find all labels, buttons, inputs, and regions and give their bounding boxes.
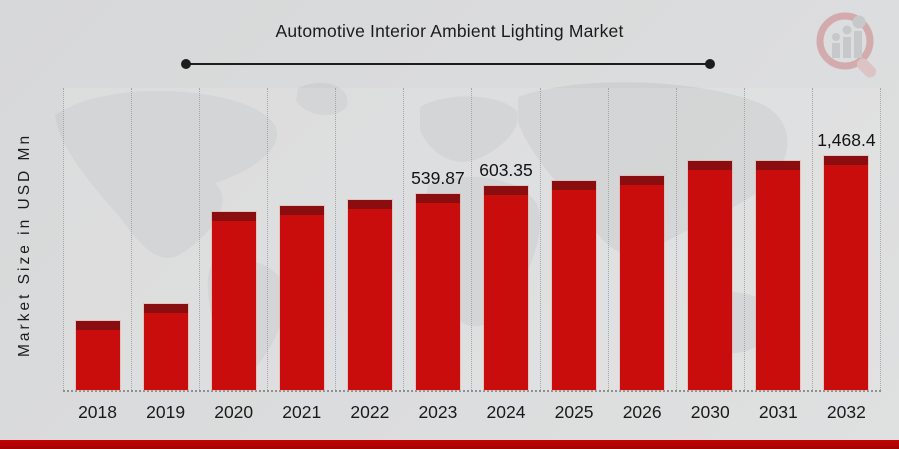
bar-value-label: 1,468.4	[817, 130, 876, 150]
bar-cap	[824, 156, 869, 165]
bar-value-label: 603.35	[479, 160, 533, 180]
chart-column-2018: 2018	[63, 88, 131, 422]
chart-column-2019: 2019	[131, 88, 199, 422]
bar-cap	[415, 194, 460, 203]
x-axis-label: 2031	[758, 402, 798, 422]
chart-column-2020: 2020	[199, 88, 267, 422]
bar-cap	[75, 321, 120, 330]
chart-column-2032: 1,468.4 2032	[811, 88, 881, 422]
bar-2019	[143, 304, 188, 390]
bar-2031	[756, 161, 801, 390]
bar-2030	[688, 161, 733, 390]
plot-area: 2018 2019 2020 2021 2022 539.87 2023 603.35 2024…	[63, 88, 881, 422]
bar-2022	[347, 200, 392, 390]
bar-2032	[824, 156, 869, 390]
x-axis-label: 2019	[146, 402, 186, 422]
bar-cap	[552, 181, 597, 190]
footer-red-band	[0, 440, 899, 449]
x-axis-label: 2020	[214, 402, 254, 422]
x-axis-label: 2023	[418, 402, 458, 422]
x-axis-label: 2025	[554, 402, 594, 422]
bar-value-label: 539.87	[411, 168, 465, 188]
y-axis-label: Market Size in USD Mn	[16, 132, 33, 358]
bar-cap	[279, 206, 324, 215]
x-axis-label: 2026	[622, 402, 662, 422]
x-axis-label: 2018	[78, 402, 117, 422]
bar-cap	[756, 161, 801, 170]
chart-column-2022: 2022	[335, 88, 403, 422]
chart-column-2023: 539.87 2023	[403, 88, 471, 422]
chart-column-2031: 2031	[743, 88, 812, 422]
bar-2023	[415, 194, 460, 390]
x-axis-label: 2022	[350, 402, 390, 422]
chart-column-2024: 603.35 2024	[471, 88, 539, 422]
x-axis-label: 2032	[826, 402, 866, 422]
bar-2021	[279, 206, 324, 390]
bar-cap	[620, 176, 665, 185]
magnifier-bar-chart-icon	[816, 12, 877, 78]
bar-cap	[143, 304, 188, 313]
title-underline	[181, 59, 715, 69]
bar-2018	[75, 321, 120, 390]
chart-column-2026: 2026	[607, 88, 676, 422]
bar-2026	[620, 176, 665, 390]
bar-cap	[484, 186, 528, 195]
chart-title: Automotive Interior Ambient Lighting Mar…	[275, 21, 624, 41]
x-axis-label: 2021	[282, 402, 322, 422]
chart-column-2030: 2030	[675, 88, 744, 422]
bar-2020	[211, 212, 256, 390]
chart-column-2025: 2025	[539, 88, 608, 422]
bar-cap	[211, 212, 256, 221]
line-endpoint-dot-left	[181, 59, 191, 69]
line-endpoint-dot-right	[705, 59, 715, 69]
x-axis-label: 2024	[486, 402, 526, 422]
chart-column-2021: 2021	[267, 88, 335, 422]
x-axis-label: 2030	[690, 402, 730, 422]
bar-cap	[347, 200, 392, 209]
bar-cap	[688, 161, 733, 170]
bar-2024	[484, 186, 528, 390]
bar-2025	[552, 181, 597, 390]
